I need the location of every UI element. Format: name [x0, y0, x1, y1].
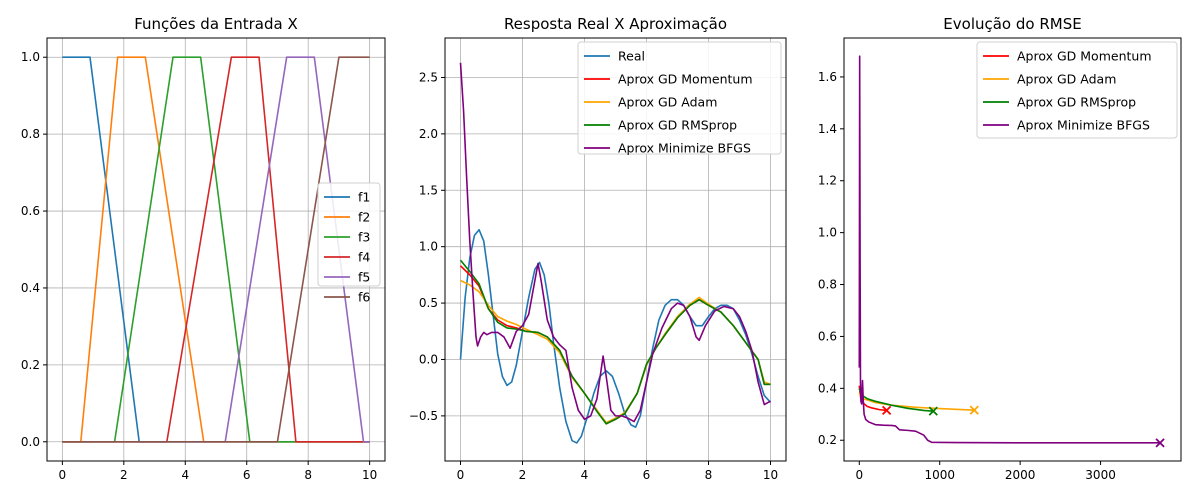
legend-label: f4 — [358, 250, 370, 265]
legend-label: Aprox GD Momentum — [1017, 49, 1152, 64]
x-tick-label: 0 — [457, 468, 465, 482]
end-marker — [969, 405, 979, 415]
x-tick-label: 0 — [59, 468, 67, 482]
legend-label: f1 — [358, 190, 370, 205]
end-marker — [1155, 438, 1165, 448]
legend-label: Aprox GD Adam — [1017, 72, 1116, 87]
chart-panel-1: 0 2 4 6 8 10 0.0 0.2 0.4 0.6 0.8 1.0 Funções da Entr… — [21, 15, 386, 482]
y-tick-label: 1.6 — [818, 70, 837, 84]
chart-panel-3: 0 1000 2000 3000 0.2 0.4 0.6 0.8 1.0 1.2 1.4 1.6 Evo… — [818, 15, 1182, 482]
y-tick-label: 0.8 — [21, 127, 40, 141]
legend-box — [976, 41, 1178, 139]
chart-title: Funções da Entrada X — [134, 15, 298, 33]
legend: f1 f2 f3 f4 f5 f6 — [317, 182, 381, 305]
legend-label: Aprox Minimize BFGS — [1017, 118, 1150, 133]
chart-title: Evolução do RMSE — [943, 15, 1081, 33]
chart-title: Resposta Real X Aproximação — [504, 15, 727, 33]
series-line-f6 — [62, 56, 370, 443]
x-tick-label: 10 — [362, 468, 377, 482]
x-tick-label: 4 — [581, 468, 589, 482]
x-tick-label: 6 — [643, 468, 651, 482]
y-tick-label: 2.5 — [419, 70, 438, 84]
legend-label: f3 — [358, 230, 370, 245]
axes-frame — [46, 37, 386, 462]
legend-label: f6 — [358, 290, 370, 305]
x-tick-label: 4 — [181, 468, 189, 482]
legend-box — [317, 182, 381, 287]
legend-label: Aprox Minimize BFGS — [618, 141, 751, 156]
legend-label: Real — [618, 49, 645, 64]
y-tick-label: 1.0 — [818, 226, 837, 240]
x-tick-label: 1000 — [924, 468, 955, 482]
series-line-aprox-gd-momentum — [459, 265, 771, 425]
legend-label: f5 — [358, 270, 370, 285]
y-tick-label: 0.0 — [419, 352, 438, 366]
x-tick-label: 6 — [243, 468, 251, 482]
x-tick-label: 2 — [120, 468, 128, 482]
y-tick-label: 1.5 — [419, 183, 438, 197]
legend: Real Aprox GD Momentum Aprox GD Adam Aprox … — [577, 41, 782, 156]
x-tick-label: 2000 — [1005, 468, 1036, 482]
y-tick-label: 0.0 — [21, 435, 40, 449]
series-line-aprox-minimize-bfgs — [459, 62, 771, 423]
series-group — [858, 55, 1161, 444]
y-tick-label: 0.2 — [21, 358, 40, 372]
y-tick-label: 1.4 — [818, 122, 837, 136]
legend-label: Aprox GD Adam — [618, 95, 717, 110]
y-tick-label: 1.0 — [419, 240, 438, 254]
y-tick-label: 2.0 — [419, 127, 438, 141]
legend-label: Aprox GD RMSprop — [618, 118, 737, 133]
y-tick-label: 0.6 — [21, 204, 40, 218]
legend-box — [577, 41, 782, 155]
series-line-aprox-gd-rmsprop — [459, 259, 771, 425]
y-tick-label: 0.4 — [818, 381, 837, 395]
series-line-real — [459, 228, 772, 444]
x-tick-label: 3000 — [1085, 468, 1116, 482]
y-tick-label: 0.4 — [21, 281, 40, 295]
x-tick-label: 8 — [705, 468, 713, 482]
legend: Aprox GD Momentum Aprox GD Adam Aprox GD R… — [976, 41, 1178, 139]
y-tick-label: 0.6 — [818, 329, 837, 343]
x-tick-label: 0 — [855, 468, 863, 482]
x-tick-label: 8 — [304, 468, 312, 482]
chart-panel-2: 0 2 4 6 8 10 −0.5 0.0 0.5 1.0 1.5 2.0 2.5 Resposta Re… — [409, 15, 787, 482]
end-marker — [881, 405, 892, 416]
axes-frame — [843, 37, 1182, 462]
y-tick-label: 1.2 — [818, 174, 837, 188]
y-tick-label: 1.0 — [21, 50, 40, 64]
y-tick-label: −0.5 — [409, 409, 438, 423]
series-line-aprox-gd-adam — [460, 279, 771, 424]
legend-label: Aprox GD RMSprop — [1017, 95, 1136, 110]
x-tick-label: 10 — [763, 468, 778, 482]
end-marker — [928, 406, 938, 416]
legend-label: Aprox GD Momentum — [618, 72, 753, 87]
series-line-aprox-minimize-bfgs — [858, 55, 1161, 444]
axes-frame — [444, 37, 787, 462]
legend-label: f2 — [358, 210, 370, 225]
grid-lines — [445, 38, 786, 461]
y-tick-label: 0.8 — [818, 278, 837, 292]
series-group — [459, 62, 772, 444]
y-tick-label: 0.2 — [818, 433, 837, 447]
x-tick-label: 2 — [519, 468, 527, 482]
y-tick-label: 0.5 — [419, 296, 438, 310]
series-group — [62, 56, 370, 443]
